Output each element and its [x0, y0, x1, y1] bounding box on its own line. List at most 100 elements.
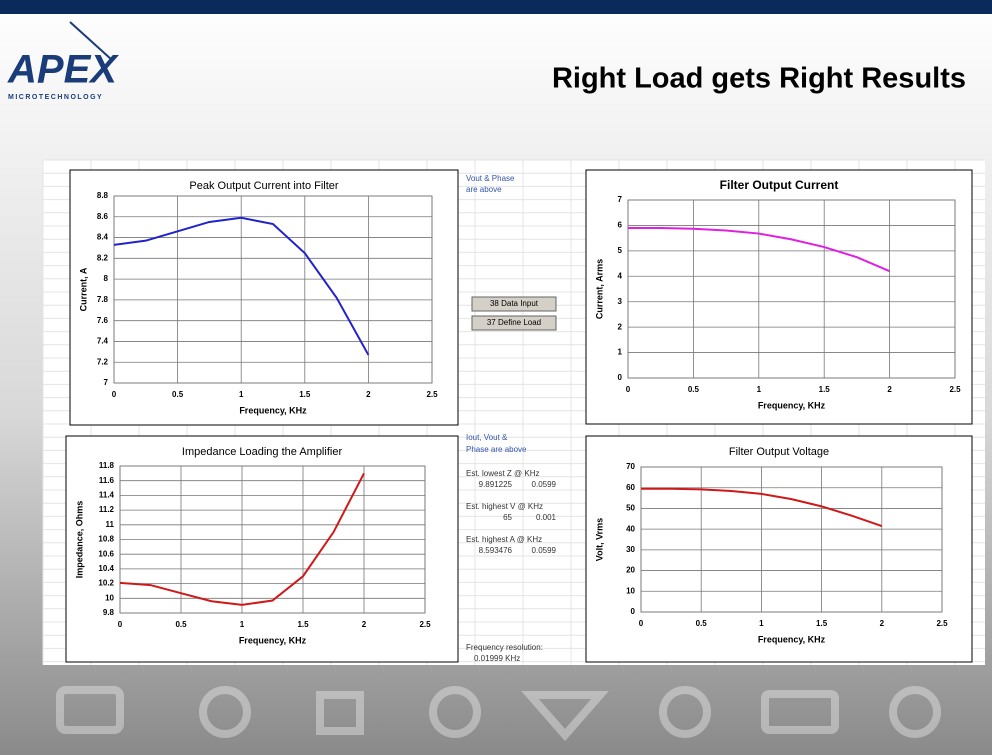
sheet-note: Iout, Vout & [466, 433, 508, 442]
y-tick-label: 5 [618, 246, 623, 255]
estimate-value: 0.0599 [532, 546, 557, 555]
y-tick-label: 60 [626, 483, 635, 492]
y-tick-label: 11.6 [99, 476, 115, 485]
sheet-note: Phase are above [466, 445, 527, 454]
y-tick-label: 2 [618, 322, 623, 331]
x-tick-label: 1 [239, 390, 244, 399]
button-label: 37 Define Load [487, 318, 541, 327]
x-tick-label: 2.5 [419, 620, 431, 629]
x-tick-label: 2 [880, 619, 885, 628]
sheet-note: Vout & Phase [466, 174, 515, 183]
y-tick-label: 10.4 [98, 564, 114, 573]
logo-sub: MICROTECHNOLOGY [8, 94, 103, 101]
y-axis-label: Current, A [78, 267, 88, 311]
y-tick-label: 11.4 [99, 491, 115, 500]
x-tick-label: 2 [887, 385, 892, 394]
y-tick-label: 8.6 [97, 212, 109, 221]
chart-title: Impedance Loading the Amplifier [182, 446, 343, 458]
x-tick-label: 2.5 [426, 390, 438, 399]
y-tick-label: 4 [618, 271, 623, 280]
y-tick-label: 7.6 [97, 316, 109, 325]
logo-swoosh [69, 21, 113, 61]
button[interactable] [471, 296, 557, 312]
y-tick-label: 1 [618, 348, 623, 357]
y-tick-label: 7 [618, 195, 623, 204]
x-tick-label: 0 [639, 619, 644, 628]
chart-title: Filter Output Voltage [729, 446, 829, 458]
top-bar [0, 0, 992, 14]
x-tick-label: 1 [759, 619, 764, 628]
y-tick-label: 11.2 [99, 505, 115, 514]
estimate-value: 0.0599 [532, 480, 557, 489]
y-axis-label: Volt, Vrms [594, 518, 604, 561]
y-tick-label: 20 [626, 566, 635, 575]
x-tick-label: 2 [366, 390, 371, 399]
y-tick-label: 10.2 [98, 579, 114, 588]
x-tick-label: 0.5 [172, 390, 184, 399]
x-axis-label: Frequency, KHz [758, 400, 826, 410]
x-tick-label: 1.5 [299, 390, 311, 399]
estimate-label: Est. lowest Z @ KHz [466, 469, 539, 478]
y-tick-label: 8.4 [97, 233, 109, 242]
sheet-note: Frequency resolution: [466, 643, 543, 652]
y-tick-label: 10 [626, 586, 635, 595]
y-tick-label: 3 [618, 297, 623, 306]
slide-title: Right Load gets Right Results [552, 63, 966, 95]
data-line [119, 472, 365, 606]
y-tick-label: 7.4 [97, 337, 109, 346]
chart-title: Filter Output Current [720, 178, 839, 192]
chart-title: Peak Output Current into Filter [189, 180, 339, 192]
y-tick-label: 11 [106, 520, 115, 529]
y-tick-label: 10.8 [98, 535, 114, 544]
x-tick-label: 2.5 [936, 619, 948, 628]
sheet-note: 0.01999 KHz [474, 654, 520, 663]
x-tick-label: 1.5 [819, 385, 831, 394]
estimate-label: Est. highest V @ KHz [466, 502, 543, 511]
plot-area [113, 195, 433, 384]
plot-area [627, 199, 956, 379]
y-tick-label: 30 [626, 545, 635, 554]
button-label: 38 Data Input [490, 299, 539, 308]
x-tick-label: 0.5 [696, 619, 708, 628]
y-tick-label: 50 [626, 504, 635, 513]
y-axis-label: Impedance, Ohms [74, 501, 84, 579]
y-tick-label: 40 [626, 524, 635, 533]
data-line [628, 226, 890, 273]
estimate-value: 0.001 [536, 513, 557, 522]
estimate-value: 8.593476 [479, 546, 513, 555]
x-axis-label: Frequency, KHz [758, 634, 826, 644]
x-tick-label: 2.5 [949, 385, 961, 394]
y-tick-label: 10 [105, 593, 114, 602]
estimate-value: 65 [503, 513, 512, 522]
y-tick-label: 11.8 [99, 461, 115, 470]
x-tick-label: 0.5 [688, 385, 700, 394]
icons [56, 686, 941, 742]
y-tick-label: 8.8 [97, 191, 109, 200]
logo: APEX [7, 48, 119, 92]
y-tick-label: 70 [626, 462, 635, 471]
y-tick-label: 7.2 [97, 357, 109, 366]
data-line [641, 487, 883, 527]
data-line [113, 216, 370, 356]
x-tick-label: 0 [112, 390, 117, 399]
x-tick-label: 2 [362, 620, 367, 629]
x-tick-label: 0 [118, 620, 123, 629]
x-tick-label: 1.5 [816, 619, 828, 628]
y-tick-label: 7 [104, 378, 109, 387]
x-tick-label: 1 [757, 385, 762, 394]
y-tick-label: 9.8 [103, 608, 115, 617]
x-tick-label: 1.5 [297, 620, 309, 629]
estimate-value: 9.891225 [479, 480, 513, 489]
x-tick-label: 0 [626, 385, 631, 394]
button[interactable] [471, 315, 557, 331]
y-tick-label: 7.8 [97, 295, 109, 304]
x-tick-label: 1 [240, 620, 245, 629]
y-tick-label: 8.2 [97, 253, 109, 262]
x-axis-label: Frequency, KHz [239, 405, 307, 415]
y-tick-label: 0 [618, 373, 623, 382]
y-tick-label: 6 [618, 221, 623, 230]
sheet-note: are above [466, 185, 502, 194]
y-tick-label: 8 [104, 274, 109, 283]
